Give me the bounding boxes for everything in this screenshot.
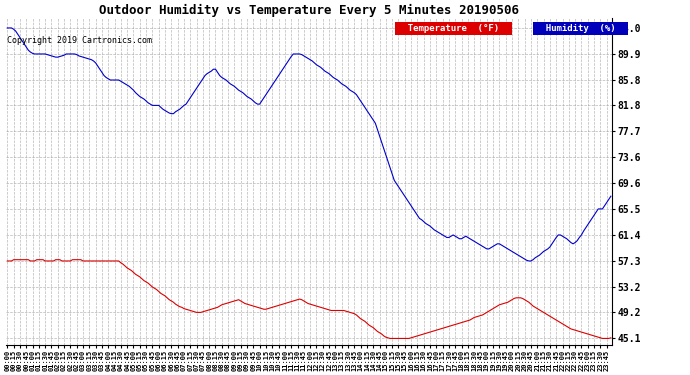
Text: Copyright 2019 Cartronics.com: Copyright 2019 Cartronics.com	[7, 36, 152, 45]
Text: Temperature  (°F): Temperature (°F)	[397, 24, 510, 33]
Title: Outdoor Humidity vs Temperature Every 5 Minutes 20190506: Outdoor Humidity vs Temperature Every 5 …	[99, 4, 519, 17]
Text: Humidity  (%): Humidity (%)	[535, 24, 626, 33]
